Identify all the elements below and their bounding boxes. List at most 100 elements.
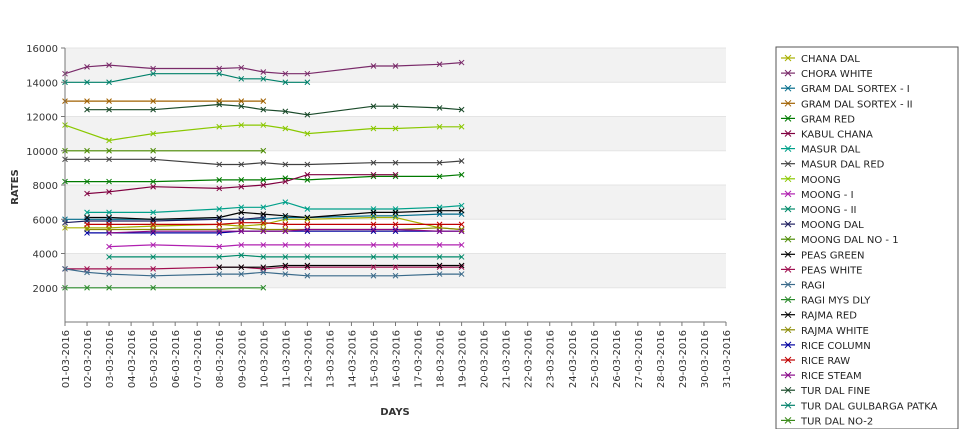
legend-marker [784,326,792,334]
data-point [392,159,399,166]
data-point [216,228,223,235]
legend-label-moong-i: MOONG - I [801,190,854,201]
data-point [84,147,90,154]
y-tick-label: 4000 [33,250,58,261]
data-point [458,271,465,277]
data-point [436,264,443,271]
legend-label-rice-column: RICE COLUMN [801,341,871,352]
y-tick-label: 8000 [33,181,58,192]
legend-marker [784,341,792,349]
data-point [216,206,223,212]
x-tick-label: 16-03-2016 [392,330,403,388]
data-point [260,284,267,291]
legend-label-tur-dal-gulbarga-patka: TUR DAL GULBARGA PATKA [800,401,938,412]
y-tick-label: 12000 [26,113,58,124]
data-point [150,266,156,272]
data-point [304,216,311,223]
grid-band [65,185,726,220]
legend-label-rice-raw: RICE RAW [801,356,850,367]
legend-marker [784,115,792,122]
data-point [436,242,443,248]
x-ticks: 01-03-2016 02-03-2016 03-03-2016 04-03-2016… [61,322,733,388]
data-point [304,262,311,269]
data-point [150,228,156,235]
data-point [106,284,112,291]
legend-marker [784,417,792,424]
data-point [370,242,377,248]
x-tick-label: 31-03-2016 [722,330,733,388]
x-tick-label: 14-03-2016 [347,330,358,388]
data-point [216,230,223,236]
data-point [304,214,311,221]
data-point [260,219,267,226]
x-tick-label: 11-03-2016 [281,330,292,388]
data-point [238,183,245,190]
data-point [458,221,465,228]
x-tick-label: 26-03-2016 [612,330,623,388]
series-markers [62,59,465,291]
data-point [84,284,90,291]
data-point [216,214,223,221]
data-point [84,156,90,163]
data-point [370,221,377,228]
data-point [216,221,223,228]
legend-marker [784,99,792,107]
data-point [106,243,112,250]
data-point [238,204,245,211]
data-point [392,226,399,233]
data-point [260,147,267,154]
data-point [370,254,377,260]
data-point [150,178,156,185]
data-point [282,199,289,205]
legend-marker [784,401,792,409]
data-point [458,106,465,113]
legend-marker [784,190,792,198]
data-point [370,125,377,132]
data-point [392,228,399,235]
data-point [150,156,156,163]
data-point [106,62,112,68]
data-point [392,125,399,132]
data-point [150,98,156,104]
data-point [84,209,90,216]
data-point [392,221,399,228]
data-point [84,190,90,197]
legend-marker [784,296,792,303]
data-point [216,216,223,223]
series-line-moong [64,124,462,142]
data-point [260,211,267,217]
data-point [150,221,156,228]
series-line-masur-dal-red [65,158,462,166]
legend-label-masur-dal-red: MASUR DAL RED [801,160,885,171]
legend-marker [784,54,792,62]
data-point [216,185,223,192]
data-point [370,159,377,166]
legend-marker [784,69,792,77]
legend-marker [784,205,792,213]
series-line-rajma-white [87,227,462,231]
data-point [216,243,223,250]
legend-label-rajma-white: RAJMA WHITE [801,326,869,337]
x-tick-label: 18-03-2016 [436,330,447,388]
x-tick-label: 07-03-2016 [193,330,204,388]
data-point [458,228,465,235]
data-point [150,284,156,291]
data-point [238,252,245,259]
y-tick-label: 16000 [26,44,58,55]
series-line-peas-green [87,210,462,220]
data-point [282,242,289,248]
data-point [260,221,267,228]
data-point [436,105,443,111]
data-point [106,137,112,144]
data-point [106,266,112,272]
data-point [304,226,311,233]
legend-marker [784,311,792,319]
legend-marker [784,145,792,152]
data-point [392,173,399,180]
data-point [282,254,289,260]
legend-label-ragi-mys-dly: RAGI MYS DLY [801,296,871,307]
data-point [282,226,289,233]
series-line-tur-dal-fine [87,103,462,116]
x-tick-label: 02-03-2016 [83,330,94,388]
